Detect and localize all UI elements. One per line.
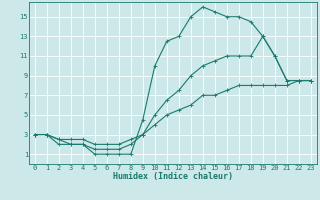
- X-axis label: Humidex (Indice chaleur): Humidex (Indice chaleur): [113, 172, 233, 181]
